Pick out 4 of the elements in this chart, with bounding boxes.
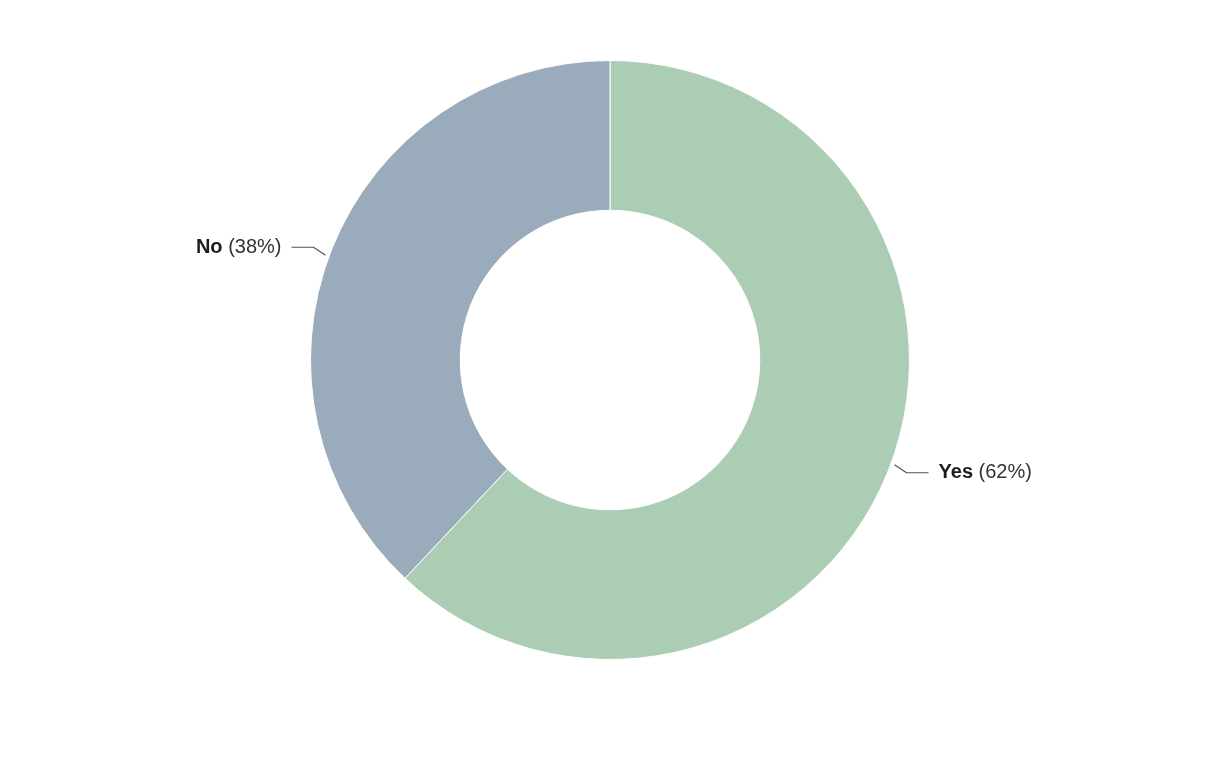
data-label: (62%) bbox=[973, 460, 1032, 483]
slice-label: Yes bbox=[938, 460, 974, 483]
data-label: (38%) bbox=[222, 234, 282, 257]
slice-label: No bbox=[195, 234, 223, 257]
